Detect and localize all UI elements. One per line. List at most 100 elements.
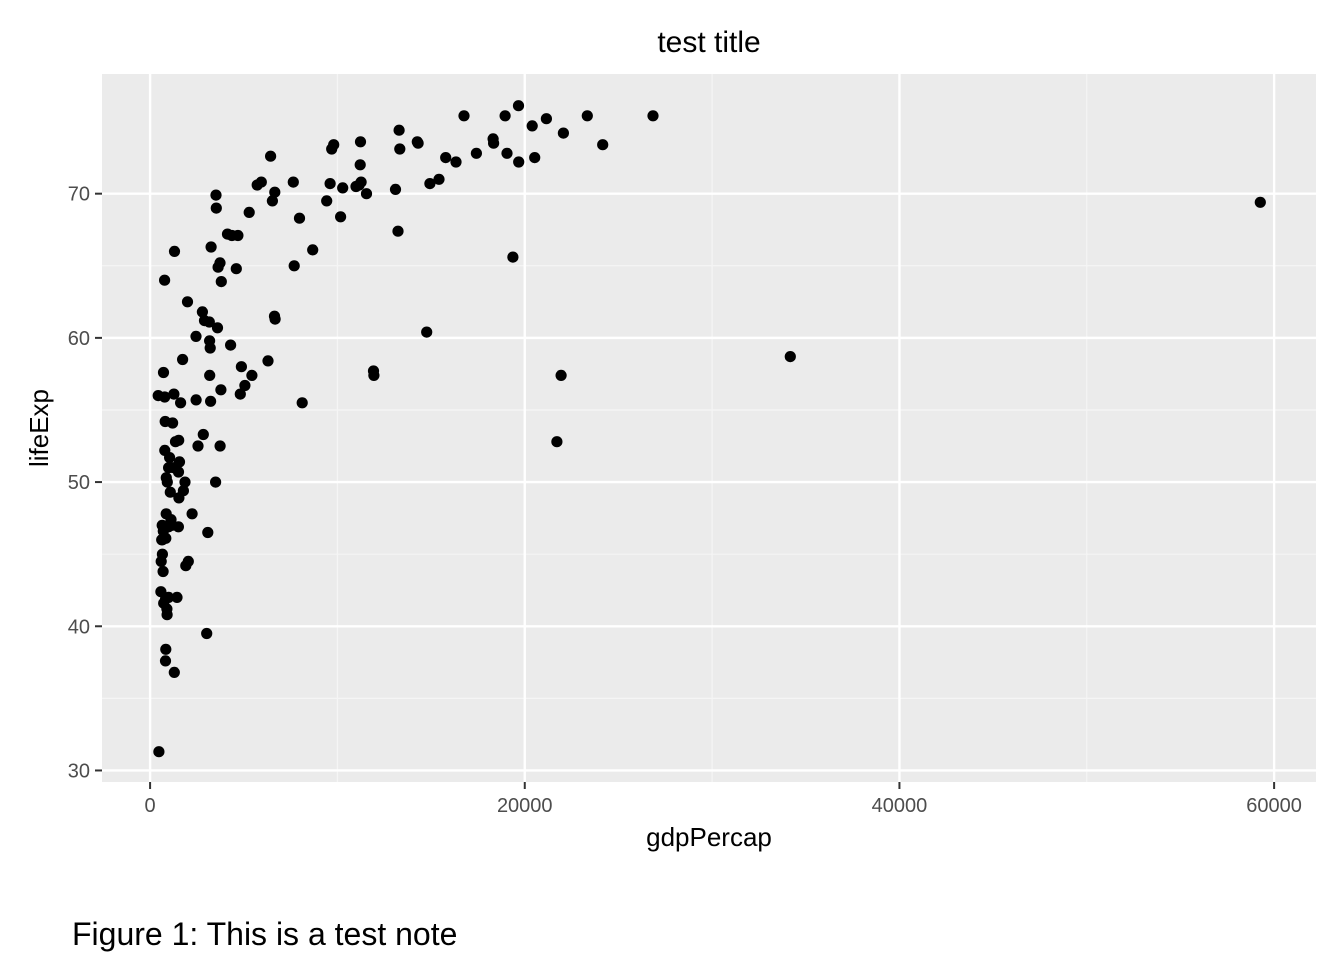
data-point [440, 152, 452, 164]
data-point [647, 110, 659, 122]
data-point [205, 395, 217, 407]
data-point [190, 330, 202, 342]
data-point [155, 555, 167, 568]
data-point [488, 137, 500, 149]
data-point [186, 508, 198, 520]
data-point [389, 183, 402, 195]
chart-title: test title [657, 26, 760, 59]
data-point [421, 326, 433, 338]
scatter-chart: test title 0 20000 40000 60000 30 40 50 60 70 g… [24, 26, 1316, 852]
data-point [160, 472, 172, 484]
data-point [215, 384, 227, 396]
data-point [198, 315, 211, 327]
major-gridlines [102, 74, 1316, 782]
data-point [221, 228, 234, 240]
data-point [540, 113, 553, 125]
data-point [450, 156, 462, 168]
data-point [337, 182, 349, 194]
data-point [350, 180, 362, 193]
x-axis-title: gdpPercap [646, 822, 772, 852]
data-point [513, 156, 525, 168]
data-point [458, 110, 470, 122]
data-point [266, 195, 278, 207]
x-tick-label: 60000 [1246, 795, 1302, 817]
data-point [204, 369, 216, 381]
data-point [326, 143, 338, 155]
data-points [152, 100, 1266, 758]
minor-gridlines [102, 74, 1316, 782]
data-point [214, 440, 226, 452]
data-point [160, 643, 172, 655]
data-point [433, 173, 445, 185]
data-point [354, 136, 367, 148]
data-point [1254, 196, 1266, 208]
data-point [335, 211, 347, 223]
data-point [293, 212, 306, 224]
data-point [225, 339, 237, 351]
data-point [235, 361, 247, 373]
data-point [597, 139, 609, 151]
data-point [269, 186, 281, 198]
data-point [581, 110, 593, 122]
data-point [158, 597, 170, 609]
data-point [393, 124, 405, 136]
data-point [424, 178, 436, 190]
x-tick-label: 0 [145, 795, 156, 817]
data-point [526, 120, 538, 132]
data-point [153, 746, 165, 758]
data-point [287, 176, 299, 188]
data-point [169, 436, 182, 448]
data-point [179, 476, 191, 488]
data-point [196, 306, 208, 318]
data-point [268, 310, 281, 322]
data-point [367, 365, 380, 377]
data-point [470, 147, 482, 159]
data-point [784, 351, 796, 363]
data-point [201, 627, 213, 640]
data-point [156, 534, 168, 546]
data-point [157, 565, 169, 578]
data-point [168, 666, 180, 679]
data-point [157, 366, 170, 379]
data-point [204, 335, 216, 347]
data-point [392, 225, 404, 237]
data-point [324, 178, 336, 190]
data-point [501, 147, 513, 159]
y-axis-title: lifeExp [24, 389, 54, 467]
y-tick-label: 70 [68, 184, 90, 206]
data-point [354, 159, 366, 171]
data-point [159, 444, 171, 456]
x-tick-label: 40000 [872, 795, 928, 817]
data-point [159, 274, 171, 286]
data-point [288, 260, 300, 272]
y-axis: 30 40 50 60 70 [68, 184, 102, 782]
data-point [251, 179, 263, 191]
data-point [507, 251, 519, 263]
data-point [262, 355, 274, 367]
data-point [175, 397, 187, 409]
data-point [197, 428, 209, 441]
data-point [159, 655, 172, 667]
data-point [230, 263, 242, 275]
data-point [159, 415, 171, 428]
x-tick-label: 20000 [497, 795, 553, 817]
data-point [210, 189, 222, 201]
data-point [171, 591, 183, 604]
data-point [551, 436, 563, 448]
y-tick-label: 40 [68, 616, 90, 638]
data-point [210, 476, 222, 488]
data-point [499, 110, 511, 122]
data-point [210, 202, 222, 214]
data-point [168, 388, 180, 400]
data-point [211, 322, 224, 334]
data-point [307, 244, 319, 256]
data-point [321, 195, 333, 207]
data-point [164, 486, 176, 498]
data-point [557, 127, 570, 139]
data-point [360, 188, 373, 200]
data-point [205, 241, 217, 253]
figure-caption: Figure 1: This is a test note [72, 916, 458, 952]
x-axis: 0 20000 40000 60000 [145, 782, 1302, 817]
data-point [192, 440, 204, 452]
data-point [173, 492, 185, 504]
